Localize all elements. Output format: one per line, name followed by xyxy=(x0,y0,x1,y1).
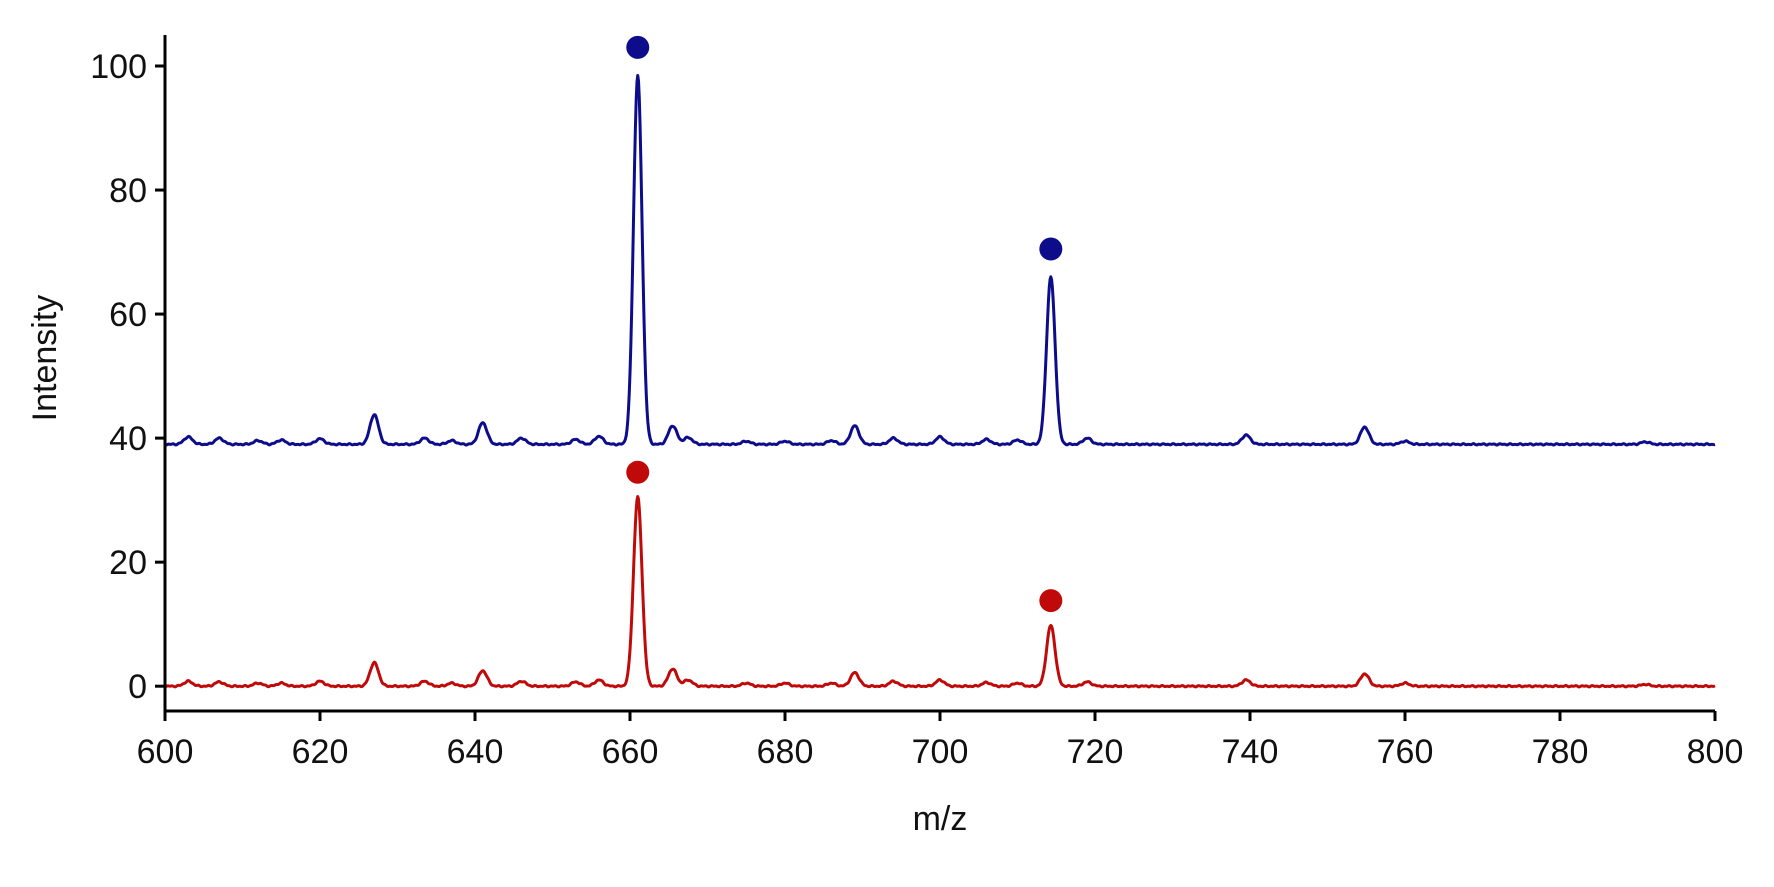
x-tick-label-600: 600 xyxy=(137,733,194,771)
y-tick-label-20: 20 xyxy=(109,544,147,582)
x-tick-label-620: 620 xyxy=(292,733,349,771)
axes xyxy=(163,35,1715,713)
y-tick-label-0: 0 xyxy=(128,668,147,706)
y-tick-label-100: 100 xyxy=(90,48,147,86)
x-tick-label-660: 660 xyxy=(602,733,659,771)
peak-marker-0-1 xyxy=(1039,237,1063,261)
y-tick-label-60: 60 xyxy=(109,296,147,334)
series-line-1 xyxy=(164,495,1716,689)
x-axis-label: m/z xyxy=(913,800,968,838)
x-tick-label-680: 680 xyxy=(757,733,814,771)
x-tick-label-700: 700 xyxy=(912,733,969,771)
peak-marker-1-1 xyxy=(1039,589,1063,613)
peak-marker-1-0 xyxy=(626,460,650,484)
series-line-0 xyxy=(164,73,1716,447)
x-tick-label-780: 780 xyxy=(1532,733,1589,771)
ticks: 600 620 640 660 680 700 720 740 760 780 800 0 20 40 60… xyxy=(90,48,1743,771)
peak-marker-0-0 xyxy=(626,35,650,59)
y-tick-label-40: 40 xyxy=(109,420,147,458)
x-tick-label-640: 640 xyxy=(447,733,504,771)
x-tick-label-740: 740 xyxy=(1222,733,1279,771)
x-tick-label-720: 720 xyxy=(1067,733,1124,771)
y-tick-label-80: 80 xyxy=(109,172,147,210)
x-tick-label-800: 800 xyxy=(1687,733,1744,771)
x-tick-label-760: 760 xyxy=(1377,733,1434,771)
plot-area xyxy=(164,35,1716,689)
y-axis-label: Intensity xyxy=(26,295,64,422)
